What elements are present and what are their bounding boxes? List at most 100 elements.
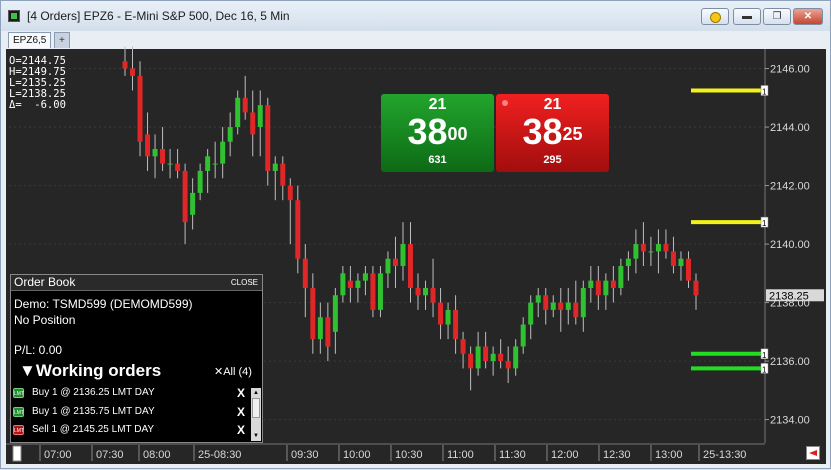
price-tick-label: 2146.00 <box>770 64 810 76</box>
order-list-scrollbar[interactable]: ▲ ▼ <box>251 388 261 441</box>
scroll-up-icon[interactable]: ▲ <box>253 390 259 396</box>
order-marker[interactable] <box>760 348 769 360</box>
order-marker-label: 1 <box>762 365 767 374</box>
candle-up <box>257 105 263 128</box>
time-tick-label: 09:30 <box>291 449 319 461</box>
candle-up <box>317 317 323 340</box>
scroll-to-latest-icon[interactable] <box>806 446 820 460</box>
candle-up <box>227 127 233 142</box>
candle-down <box>392 258 398 267</box>
candle-up <box>362 273 368 281</box>
scroll-down-icon[interactable]: ▼ <box>253 433 259 439</box>
candle-up <box>633 244 639 259</box>
order-book-close-button[interactable]: CLOSE <box>230 278 258 287</box>
order-text: Sell 1 @ 2145.25 LMT DAY <box>32 424 155 435</box>
order-book-header[interactable]: Order Book CLOSE <box>11 275 262 291</box>
candle-up <box>580 287 586 318</box>
time-tick-label: 07:30 <box>96 449 124 461</box>
add-tab-button[interactable]: + <box>54 32 70 48</box>
order-row[interactable]: LMT Buy 1 @ 2135.75 LMT DAY X <box>13 404 245 420</box>
candle-up <box>513 346 519 369</box>
time-tick-label: 25-08:30 <box>198 449 241 461</box>
candle-up <box>220 141 226 164</box>
candle-down <box>693 280 699 296</box>
candle-down <box>573 302 579 318</box>
alert-button[interactable] <box>701 8 729 25</box>
candle-down <box>250 112 256 135</box>
candle-up <box>603 280 609 296</box>
bid-button[interactable]: 21 3800 631 <box>381 94 494 172</box>
candle-up <box>445 309 451 325</box>
candle-down <box>663 244 669 252</box>
ask-size: 21 <box>543 96 562 113</box>
time-tick-label: 08:00 <box>143 449 171 461</box>
candle-down <box>408 244 413 288</box>
candle-up <box>212 163 218 165</box>
cancel-all-button[interactable]: ✕All (4) <box>214 366 252 378</box>
order-row[interactable]: LMT Buy 1 @ 2136.25 LMT DAY X <box>13 385 245 401</box>
candle-up <box>625 258 631 267</box>
ask-button[interactable]: 21 3825 295 <box>496 94 609 172</box>
candle-down <box>438 302 444 325</box>
maximize-icon: ❐ <box>772 11 782 22</box>
candle-down <box>430 287 436 303</box>
time-tick-label: 12:30 <box>603 449 631 461</box>
candle-down <box>242 97 248 113</box>
candle-down <box>558 302 564 310</box>
order-marker[interactable] <box>760 216 769 228</box>
candle-down <box>543 295 549 310</box>
order-marker[interactable] <box>760 363 769 374</box>
bid-volume: 631 <box>428 154 447 166</box>
candle-up <box>385 258 391 274</box>
order-book-panel: Order Book CLOSE Demo: TSMD599 (DEMOMD59… <box>10 274 263 443</box>
tab-epz6-5[interactable]: EPZ6,5 <box>8 32 52 48</box>
working-orders-toggle[interactable]: ▼Working orders <box>19 361 162 380</box>
minimize-button[interactable]: ▬ <box>733 8 761 25</box>
candle-down <box>122 61 128 69</box>
price-tick-label: 2134.00 <box>770 415 810 427</box>
candle-up <box>475 346 481 369</box>
candle-up <box>355 280 361 288</box>
maximize-button[interactable]: ❐ <box>763 8 791 25</box>
candle-down <box>453 309 459 340</box>
candle-down <box>498 353 504 362</box>
candle-up <box>588 280 594 288</box>
sell-limit-badge-icon: LMT <box>13 425 24 435</box>
price-tick-label: 2142.00 <box>770 181 810 193</box>
cancel-order-button[interactable]: X <box>237 405 246 419</box>
candle-down <box>310 287 316 340</box>
candle-up <box>400 244 406 267</box>
last-price-label: 2138.25 <box>769 290 809 302</box>
order-marker-label: 1 <box>762 219 767 228</box>
ask-price-minor: 25 <box>562 124 583 144</box>
time-axis[interactable] <box>6 444 765 463</box>
time-scroll-handle[interactable] <box>12 445 22 462</box>
candle-down <box>265 105 271 171</box>
candle-down <box>287 185 293 201</box>
candle-up <box>550 302 556 310</box>
ohlc-high: H=2149.75 <box>9 66 66 78</box>
candle-down <box>175 163 181 171</box>
price-axis[interactable] <box>765 49 826 442</box>
bid-price-minor: 00 <box>447 124 468 144</box>
bid-size: 21 <box>428 96 447 113</box>
candle-down <box>670 251 676 267</box>
order-row[interactable]: LMT Sell 1 @ 2145.25 LMT DAY X <box>13 422 245 438</box>
order-marker[interactable] <box>760 85 769 96</box>
time-tick-label: 25-13:30 <box>703 449 746 461</box>
scroll-thumb[interactable] <box>252 398 260 418</box>
pnl-label: P/L: 0.00 <box>14 343 63 357</box>
title-bar[interactable]: [4 Orders] EPZ6 - E-Mini S&P 500, Dec 16… <box>1 1 830 31</box>
alert-icon <box>709 12 721 23</box>
candle-down <box>145 134 151 157</box>
candle-down <box>640 244 646 252</box>
close-button[interactable]: ✕ <box>793 8 823 25</box>
ohlc-low: L=2135.25 <box>9 77 66 89</box>
candle-down <box>137 75 143 142</box>
cancel-order-button[interactable]: X <box>237 386 246 400</box>
cancel-order-button[interactable]: X <box>237 423 246 437</box>
ohlc-delta: Δ= -6.00 <box>9 99 66 111</box>
ask-price: 3825 <box>496 112 609 152</box>
ohlc-open: O=2144.75 <box>9 55 66 67</box>
